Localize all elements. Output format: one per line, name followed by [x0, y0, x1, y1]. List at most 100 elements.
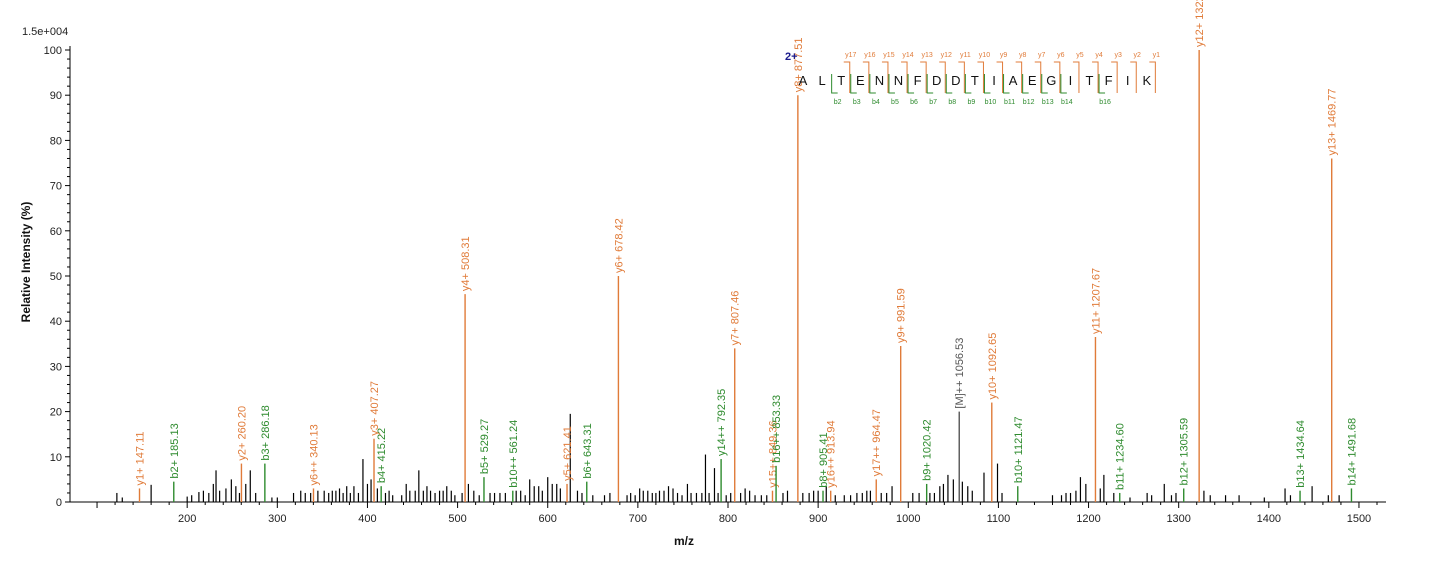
- peak-label: y2+ 260.20: [236, 406, 248, 461]
- y-ion-label: y12: [941, 52, 952, 59]
- y-ion-bracket: [901, 61, 908, 93]
- y-ion-bracket: [843, 61, 851, 93]
- peak-label: y16++ 913.94: [826, 420, 838, 487]
- peak-label: y7+ 807.46: [730, 291, 742, 346]
- peak-label: y5+ 621.41: [562, 426, 574, 481]
- y-ion-label: y1: [1153, 52, 1161, 59]
- unlabeled-peaks: [116, 413, 1340, 502]
- peak-label: b14+ 1491.68: [1346, 418, 1358, 486]
- y-ion-label: y13: [922, 52, 933, 59]
- sequence-residue: D: [951, 73, 960, 88]
- y-ion-label: y2: [1134, 52, 1142, 59]
- peak-label: b5+ 529.27: [479, 419, 491, 474]
- y-axis-ticks: 0 10 20 30 40 50 60 70 80 90 100: [44, 45, 70, 509]
- x-tick-label: 1000: [896, 513, 920, 525]
- sequence-residue: E: [1028, 73, 1037, 88]
- peak-label: b3+ 286.18: [260, 405, 272, 460]
- x-tick-label: 300: [268, 513, 286, 525]
- y-ion-bracket: [1149, 61, 1156, 93]
- x-tick-label: 200: [178, 513, 196, 525]
- b-ion-bracket: [1022, 74, 1029, 94]
- y-ion-bracket: [1130, 61, 1137, 93]
- b-ion-label: b7: [929, 99, 937, 106]
- b-ion-label: b10: [985, 99, 997, 106]
- y-ion-bracket: [920, 61, 927, 93]
- sequence-residue: L: [818, 73, 825, 88]
- y-ion-bracket: [1015, 61, 1023, 93]
- sequence-residue: I: [1069, 73, 1073, 88]
- b-ion-label: b12: [1023, 99, 1035, 106]
- peak-label: [M]++ 1056.53: [954, 338, 966, 409]
- b-ion-bracket: [888, 74, 895, 94]
- peak-label: y14++ 792.35: [716, 389, 728, 456]
- x-tick-label: 600: [539, 513, 557, 525]
- peak-label: b13+ 1434.64: [1295, 420, 1307, 488]
- sequence-residue: G: [1046, 73, 1056, 88]
- b-ion-label: b16: [1099, 99, 1111, 106]
- x-tick-label: 500: [448, 513, 466, 525]
- sequence-residue: T: [971, 73, 979, 88]
- y-ion-label: y15: [883, 52, 894, 59]
- sequence-residue: K: [1142, 73, 1151, 88]
- peak-label: y12+ 1322.70: [1194, 0, 1206, 47]
- sequence-residue: A: [799, 73, 808, 88]
- y-ion-label: y17: [845, 52, 856, 59]
- b-ion-bracket: [945, 74, 953, 94]
- y-ion-bracket: [1111, 61, 1118, 93]
- y-ion-bracket: [958, 61, 965, 93]
- peak-label: b6+ 643.31: [582, 423, 594, 478]
- y-ion-label: y14: [902, 52, 913, 59]
- sequence-residue: D: [932, 73, 941, 88]
- b-ion-label: b9: [967, 99, 975, 106]
- peak-label: y10+ 1092.65: [987, 333, 999, 400]
- b-ion-bracket: [1041, 74, 1048, 94]
- charge-state: 2+: [785, 51, 798, 63]
- b-ion-bracket: [964, 74, 972, 94]
- labeled-peaks: y1+ 147.11 b2+ 185.13 y2+ 260.20 b3+ 286.18…: [135, 0, 1358, 502]
- x-tick-label: 400: [358, 513, 376, 525]
- sequence-residue: A: [1009, 73, 1018, 88]
- y-tick-label: 100: [44, 45, 62, 57]
- peak-label: y4+ 508.31: [460, 236, 472, 291]
- b-ion-label: b6: [910, 99, 918, 106]
- x-tick-label: 1300: [1166, 513, 1190, 525]
- y-axis-title: Relative Intensity (%): [19, 202, 33, 323]
- y-ion-label: y11: [960, 52, 971, 59]
- b-ion-label: b4: [872, 99, 880, 106]
- y-ion-bracket: [939, 61, 946, 93]
- y-ion-label: y16: [864, 52, 875, 59]
- b-ion-bracket: [850, 74, 857, 94]
- y-ion-bracket: [881, 61, 889, 93]
- peak-label: b2+ 185.13: [169, 423, 181, 478]
- y-tick-label: 30: [50, 361, 62, 373]
- peak-label: b10++ 561.24: [508, 420, 520, 488]
- peak-label: b11+ 1234.60: [1115, 423, 1127, 490]
- y-ion-bracket: [996, 61, 1004, 93]
- peak-label: y1+ 147.11: [135, 432, 147, 486]
- y-tick-label: 70: [50, 181, 62, 193]
- x-tick-label: 1100: [987, 513, 1011, 525]
- peak-label: y6++ 340.13: [308, 424, 320, 485]
- peak-label: b8+ 905.41: [818, 432, 830, 487]
- sequence-residue: N: [894, 73, 903, 88]
- y-tick-label: 90: [50, 90, 62, 102]
- peak-label: b4+ 415.22: [376, 428, 388, 483]
- y-ion-label: y8: [1019, 52, 1027, 59]
- sequence-residue: E: [856, 73, 865, 88]
- peak-label: y8+ 877.51: [793, 37, 805, 92]
- x-tick-label: 1500: [1347, 513, 1371, 525]
- sequence-residue: T: [1086, 73, 1094, 88]
- y-tick-label: 0: [56, 497, 62, 509]
- y-ion-label: y9: [1000, 52, 1008, 59]
- y-ion-bracket: [1072, 61, 1080, 93]
- b-ion-bracket: [1060, 74, 1067, 94]
- y-ion-bracket: [1053, 61, 1061, 93]
- y-ion-label: y3: [1114, 52, 1122, 59]
- x-axis-title: m/z: [674, 534, 694, 548]
- y-tick-label: 80: [50, 135, 62, 147]
- peak-label: y6+ 678.42: [613, 218, 625, 273]
- x-tick-label: 800: [719, 513, 737, 525]
- intensity-scale-label: 1.5e+004: [22, 26, 68, 38]
